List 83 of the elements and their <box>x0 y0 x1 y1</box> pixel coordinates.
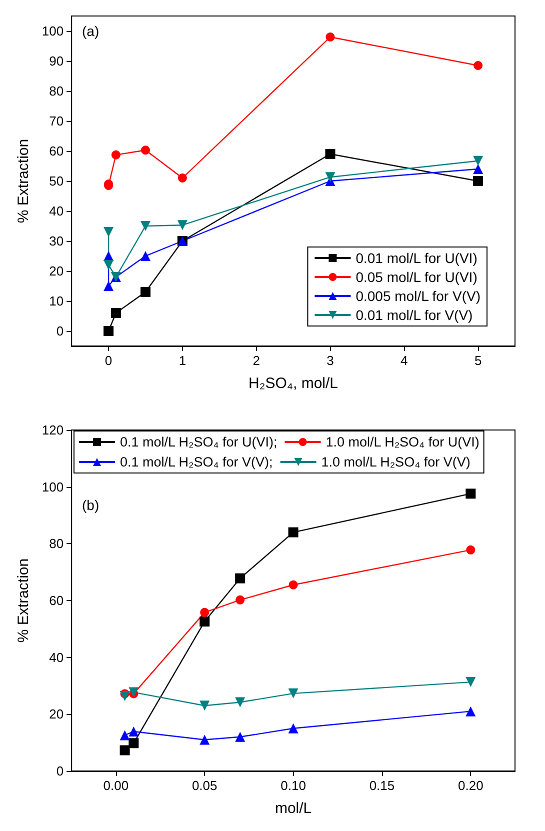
legend-label: 0.01 mol/L for V(V) <box>356 307 473 323</box>
y-tick-label: 60 <box>49 593 64 608</box>
y-tick-label: 100 <box>42 479 64 494</box>
y-tick-label: 100 <box>42 24 64 38</box>
point <box>104 326 114 336</box>
point <box>177 220 188 230</box>
x-axis-title: mol/L <box>274 800 312 817</box>
point <box>236 595 245 604</box>
point <box>200 608 210 617</box>
x-tick-label: 2 <box>252 353 260 368</box>
point <box>325 172 336 182</box>
legend-label: 0.1 mol/L H₂SO₄ for V(V); <box>120 454 273 470</box>
x-tick-label: 0 <box>104 353 112 368</box>
x-tick-label: 0.20 <box>458 778 484 793</box>
y-tick-label: 60 <box>49 144 64 158</box>
x-tick-label: 0.10 <box>280 778 306 793</box>
y-tick-label: 20 <box>49 264 64 278</box>
point <box>235 573 246 584</box>
point <box>140 221 150 231</box>
x-tick-label: 0.15 <box>369 778 395 793</box>
y-tick-label: 30 <box>49 234 64 248</box>
annotation: (a) <box>82 23 100 39</box>
point <box>128 726 139 736</box>
point <box>235 732 246 742</box>
point <box>288 527 298 538</box>
y-tick-label: 40 <box>49 650 64 665</box>
legend-label: 0.01 mol/L for U(VI) <box>356 250 478 266</box>
point <box>473 176 484 186</box>
y-tick-label: 90 <box>49 54 64 68</box>
y-tick-label: 80 <box>49 536 64 552</box>
point <box>288 688 298 698</box>
y-axis-title: % Extraction <box>15 558 32 643</box>
point <box>288 580 298 590</box>
legend-label: 1.0 mol/L H₂SO₄ for U(VI) <box>326 434 480 450</box>
y-axis-title: % Extraction <box>15 138 32 224</box>
point <box>120 690 130 701</box>
point <box>466 545 476 554</box>
point <box>128 738 139 748</box>
y-tick-label: 0 <box>56 324 64 338</box>
y-tick-label: 20 <box>49 706 64 722</box>
y-tick-label: 40 <box>49 204 64 218</box>
legend-label: 0.05 mol/L for U(VI) <box>356 269 478 285</box>
point <box>120 745 130 756</box>
point <box>200 734 210 745</box>
point <box>110 308 121 318</box>
point <box>473 156 484 166</box>
point <box>200 616 210 627</box>
point <box>474 61 483 70</box>
legend-label: 0.005 mol/L for V(V) <box>356 288 480 304</box>
point <box>104 260 114 270</box>
point <box>140 251 150 261</box>
x-tick-label: 5 <box>474 353 482 368</box>
y-tick-label: 70 <box>49 114 64 128</box>
x-tick-label: 0.05 <box>192 778 218 793</box>
y-tick-label: 10 <box>49 294 64 308</box>
y-tick-label: 120 <box>42 422 64 438</box>
legend-label: 1.0 mol/L H₂SO₄ for V(V) <box>321 454 470 470</box>
point <box>326 32 335 42</box>
x-tick-label: 3 <box>326 353 334 368</box>
point <box>235 697 246 708</box>
point <box>325 149 336 159</box>
annotation: (b) <box>82 497 100 513</box>
x-axis-title: H₂SO₄, mol/L <box>248 375 338 392</box>
point <box>473 164 484 174</box>
y-tick-label: 50 <box>49 174 64 188</box>
y-tick-label: 80 <box>49 84 64 98</box>
point <box>120 730 130 740</box>
point <box>288 723 298 734</box>
point <box>178 174 187 182</box>
point <box>140 287 150 297</box>
point <box>104 227 114 237</box>
point <box>111 150 120 160</box>
point <box>466 488 476 499</box>
y-tick-label: 0 <box>56 764 64 778</box>
point <box>466 706 476 716</box>
x-tick-label: 1 <box>178 353 186 368</box>
point <box>104 281 114 291</box>
point <box>141 146 150 155</box>
point <box>200 700 210 711</box>
x-tick-label: 4 <box>400 353 408 368</box>
legend-label: 0.1 mol/L H₂SO₄ for U(VI); <box>120 434 278 450</box>
x-tick-label: 0.00 <box>103 778 129 793</box>
point <box>466 677 476 688</box>
